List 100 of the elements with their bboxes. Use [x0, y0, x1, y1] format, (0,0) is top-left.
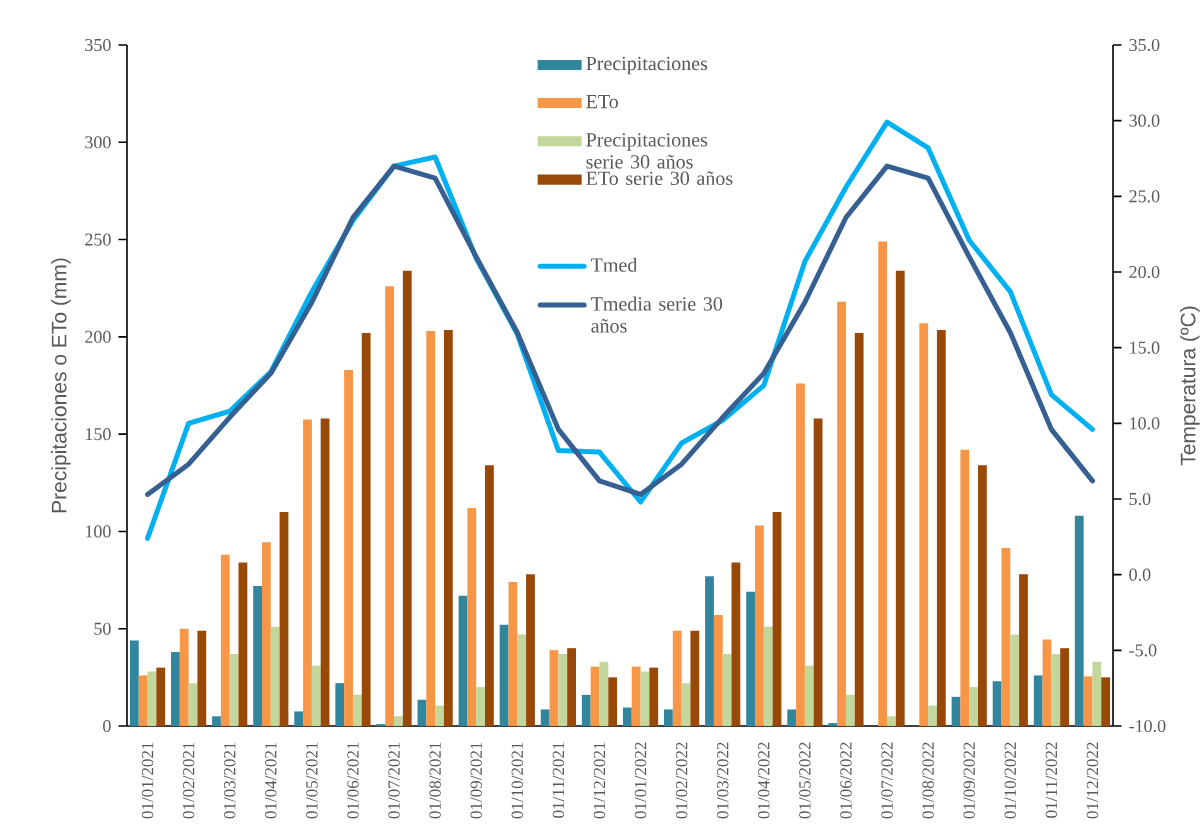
- bar: [837, 301, 846, 726]
- bar: [385, 286, 395, 726]
- bar: [978, 465, 987, 726]
- bar: [220, 554, 230, 726]
- bar: [270, 626, 280, 726]
- bar: [467, 508, 477, 726]
- x-tick-label: 01/09/2021: [470, 742, 482, 819]
- bar: [969, 687, 979, 726]
- x-tick-label: 01/01/2021: [141, 742, 154, 819]
- y2-tick-label: 35.0: [1129, 38, 1160, 52]
- bar: [951, 696, 961, 726]
- bar: [238, 562, 248, 726]
- y2-tick-label: 10.0: [1130, 417, 1160, 430]
- legend-label: ETo: [586, 95, 618, 109]
- bar: [796, 383, 805, 726]
- bar: [919, 323, 929, 726]
- bar: [344, 369, 353, 726]
- x-tick-label: 01/06/2021: [347, 742, 359, 819]
- bar: [188, 683, 198, 726]
- y2-tick-label: -10.0: [1129, 719, 1166, 733]
- bar: [722, 654, 732, 726]
- bar: [540, 709, 550, 726]
- bar: [887, 716, 896, 726]
- legend-label: Precipitaciones: [586, 56, 708, 75]
- legend-label: Precipitaciones serie 30 años: [586, 133, 708, 169]
- x-tick-label: 01/07/2021: [388, 742, 400, 819]
- bar: [992, 681, 1002, 726]
- bar: [229, 654, 239, 726]
- bar: [212, 716, 221, 726]
- legend-label: Tmed: [591, 257, 638, 272]
- x-tick-label: 01/11/2021: [552, 742, 565, 818]
- y-axis-title: Precipitaciones o ETo (mm): [51, 258, 71, 513]
- bar: [426, 331, 436, 726]
- bar: [1074, 515, 1084, 726]
- bar: [936, 330, 946, 726]
- bar: [731, 562, 741, 726]
- bar: [1060, 648, 1069, 726]
- bar: [746, 591, 755, 726]
- x-tick-label: 01/08/2021: [429, 742, 441, 819]
- y-tick-label: 350: [85, 38, 111, 52]
- bar: [156, 667, 166, 726]
- x-tick-label: 01/04/2021: [265, 742, 277, 819]
- bar: [435, 705, 444, 726]
- bar: [253, 585, 262, 726]
- legend-label: ETo serie 30 años: [586, 171, 733, 186]
- bar: [845, 694, 855, 726]
- bar: [303, 419, 312, 726]
- bar: [294, 711, 304, 726]
- bar: [558, 654, 568, 726]
- bar: [1019, 574, 1028, 726]
- x-tick-label: 01/12/2022: [1086, 742, 1099, 819]
- bar: [279, 511, 289, 726]
- y-tick-label: 200: [85, 330, 111, 343]
- bar: [1010, 634, 1020, 726]
- bar: [361, 332, 371, 726]
- bar: [402, 270, 412, 726]
- bar: [508, 582, 518, 726]
- x-tick-label: 01/02/2021: [182, 742, 195, 819]
- y2-tick-label: 5.0: [1129, 492, 1151, 506]
- bar: [567, 648, 576, 726]
- bar: [443, 330, 453, 726]
- bar: [417, 699, 427, 726]
- y-tick-label: 150: [85, 428, 111, 441]
- bar: [171, 652, 180, 726]
- bar: [549, 650, 559, 726]
- bar: [179, 628, 189, 726]
- bar: [895, 270, 905, 726]
- bar: [590, 666, 600, 726]
- bar: [517, 634, 527, 726]
- bar: [1051, 654, 1061, 726]
- y2-tick-label: 20.0: [1129, 265, 1160, 279]
- x-tick-label: 01/07/2022: [881, 742, 893, 819]
- bar: [608, 677, 618, 726]
- bar: [499, 624, 509, 726]
- x-tick-label: 01/02/2022: [675, 742, 688, 819]
- bar: [261, 542, 271, 726]
- y-tick-label: 250: [85, 233, 111, 246]
- bar: [713, 615, 723, 726]
- bar: [828, 723, 838, 726]
- bar: [690, 630, 700, 726]
- x-tick-label: 01/09/2022: [963, 742, 975, 819]
- x-tick-label: 01/11/2022: [1045, 742, 1058, 818]
- bar: [1001, 547, 1011, 726]
- bar: [1101, 677, 1111, 726]
- bar: [681, 683, 691, 726]
- x-tick-label: 01/05/2021: [306, 742, 318, 819]
- x-tick-label: 01/10/2021: [511, 742, 524, 819]
- bar: [599, 661, 609, 726]
- x-tick-label: 01/03/2021: [223, 742, 236, 819]
- bar: [672, 630, 682, 726]
- y2-axis-title: Temperatura (ºC): [1180, 306, 1200, 466]
- bar: [854, 332, 864, 726]
- bar: [928, 705, 937, 726]
- bar: [311, 665, 321, 726]
- bar: [772, 511, 782, 726]
- bar: [394, 716, 403, 726]
- x-tick-label: 01/12/2021: [593, 742, 606, 819]
- bar: [485, 465, 494, 726]
- bar: [960, 449, 970, 726]
- bar: [754, 525, 764, 726]
